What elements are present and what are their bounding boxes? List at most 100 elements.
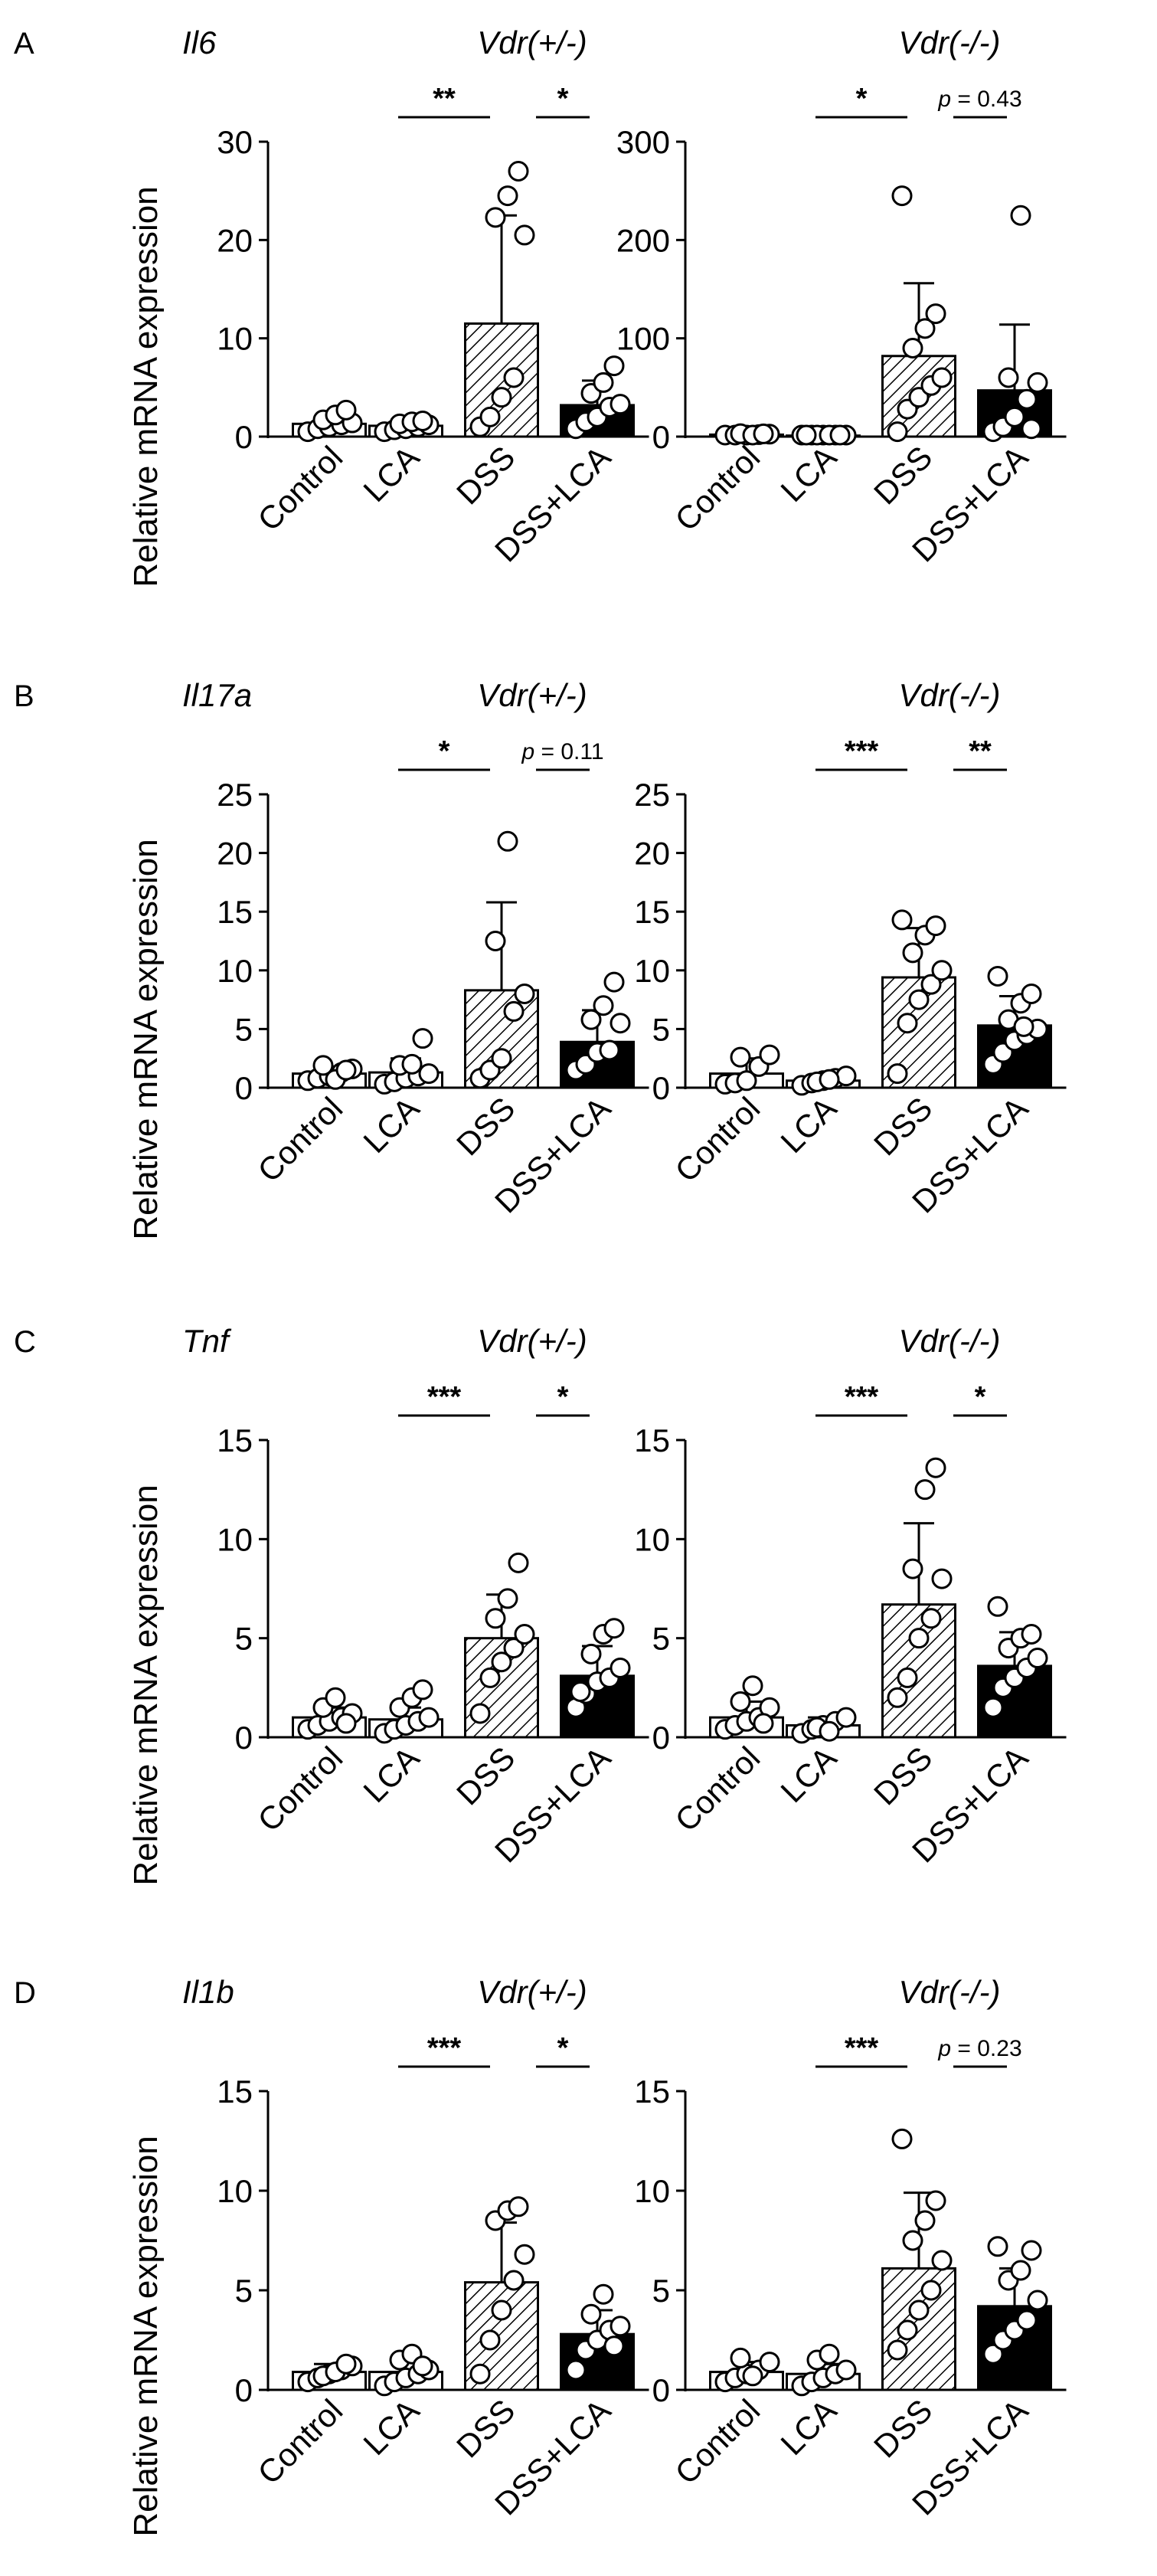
data-point-dss xyxy=(469,1703,491,1724)
y-tick-label: 5 xyxy=(235,2273,253,2309)
data-point-control xyxy=(730,1046,751,1068)
y-tick-label: 25 xyxy=(217,777,253,813)
panel-letter: D xyxy=(14,1976,36,2010)
significance-label: * xyxy=(439,735,450,768)
data-point-dss xyxy=(925,303,946,325)
y-tick-label: 15 xyxy=(634,1422,670,1458)
data-point-dss xyxy=(497,1588,518,1609)
data-point-lca xyxy=(819,2343,840,2365)
data-point-dss-plus-lca xyxy=(1021,983,1042,1004)
y-tick-label: 10 xyxy=(634,2173,670,2209)
data-point-dss xyxy=(908,989,930,1010)
data-point-dss xyxy=(931,1568,953,1589)
y-tick-label: 0 xyxy=(235,1070,253,1106)
data-point-lca xyxy=(401,1053,423,1075)
data-point-lca xyxy=(418,1063,440,1085)
y-tick-label: 10 xyxy=(217,321,253,357)
y-tick-label: 200 xyxy=(616,222,670,258)
x-tick-label-lca: LCA xyxy=(773,1090,843,1160)
x-tick-label-control: Control xyxy=(250,1090,349,1189)
x-tick-label-lca: LCA xyxy=(356,1090,426,1160)
data-point-dss-plus-lca xyxy=(987,2236,1008,2257)
data-point-dss xyxy=(897,2319,918,2341)
y-tick-label: 10 xyxy=(217,1521,253,1557)
x-tick-label-lca: LCA xyxy=(356,439,426,509)
x-tick-label-dss: DSS xyxy=(449,1740,521,1812)
data-point-dss-plus-lca xyxy=(610,2316,631,2337)
data-point-lca xyxy=(835,1707,857,1728)
genotype-title: Vdr(+/-) xyxy=(477,1974,587,2010)
y-tick-label: 300 xyxy=(616,124,670,160)
data-point-dss xyxy=(508,1552,529,1573)
significance-label: *** xyxy=(427,1381,462,1413)
y-tick-label: 10 xyxy=(217,953,253,989)
data-point-dss xyxy=(931,2250,953,2271)
data-point-dss xyxy=(491,2299,512,2321)
data-point-dss xyxy=(887,421,908,443)
data-point-dss xyxy=(503,367,525,388)
significance-label: *** xyxy=(427,2032,462,2064)
y-tick-label: 5 xyxy=(652,1011,670,1047)
x-tick-label-dss: DSS xyxy=(867,2392,939,2464)
y-tick-label: 25 xyxy=(634,777,670,813)
x-tick-label-lca: LCA xyxy=(773,1740,843,1809)
data-point-dss-plus-lca xyxy=(998,367,1019,388)
data-point-dss xyxy=(925,915,946,937)
data-point-dss-plus-lca xyxy=(1004,406,1025,427)
data-point-dss xyxy=(897,1013,918,1034)
data-point-dss-plus-lca xyxy=(1027,1648,1048,1669)
data-point-dss xyxy=(469,2363,491,2385)
significance-label: *** xyxy=(845,1381,879,1413)
data-point-lca xyxy=(835,2359,857,2381)
y-axis-label: Relative mRNA expression xyxy=(127,186,165,587)
data-point-dss xyxy=(931,960,953,981)
data-point-dss-plus-lca xyxy=(603,1618,625,1639)
data-point-dss-plus-lca xyxy=(1010,205,1031,226)
x-tick-label-control: Control xyxy=(250,2392,349,2491)
data-point-dss xyxy=(925,1457,946,1478)
data-point-lca xyxy=(819,1069,840,1090)
data-point-lca xyxy=(829,424,851,446)
y-tick-label: 100 xyxy=(616,321,670,357)
y-tick-label: 10 xyxy=(634,1521,670,1557)
plots-layer: A Il6 Relative mRNA expression Vdr(+/-) 0 10 2… xyxy=(14,25,1067,2537)
data-point-dss xyxy=(479,1667,501,1688)
data-point-dss-plus-lca xyxy=(1027,372,1048,393)
genotype-title: Vdr(+/-) xyxy=(477,1323,587,1359)
data-point-dss xyxy=(491,1651,512,1673)
data-point-dss-plus-lca xyxy=(570,1681,591,1703)
data-point-dss xyxy=(914,318,936,339)
data-point-dss xyxy=(479,406,501,427)
data-point-dss xyxy=(503,1000,525,1022)
data-point-control xyxy=(312,1055,334,1076)
y-tick-label: 5 xyxy=(652,1621,670,1657)
significance-label: * xyxy=(557,2032,569,2064)
data-point-dss xyxy=(897,1667,918,1688)
y-tick-label: 0 xyxy=(652,1720,670,1756)
data-point-lca xyxy=(412,1028,433,1049)
y-tick-label: 15 xyxy=(217,2074,253,2110)
chart-a-vdr-het: A Il6 Relative mRNA expression Vdr(+/-) 0 10 2… xyxy=(14,25,649,588)
y-tick-label: 0 xyxy=(235,2372,253,2408)
data-point-dss-plus-lca xyxy=(1021,2240,1042,2261)
genotype-title: Vdr(+/-) xyxy=(477,25,587,61)
data-point-control xyxy=(730,1691,751,1712)
data-point-dss xyxy=(497,185,518,207)
panel-letter: A xyxy=(14,27,34,61)
data-point-dss xyxy=(514,224,535,246)
data-point-dss xyxy=(514,2244,535,2265)
y-tick-label: 20 xyxy=(217,836,253,872)
data-point-dss-plus-lca xyxy=(565,2359,587,2381)
data-point-dss-plus-lca xyxy=(580,1643,602,1664)
data-point-dss xyxy=(920,1608,942,1629)
data-point-dss-plus-lca xyxy=(603,971,625,993)
y-tick-label: 0 xyxy=(652,419,670,455)
data-point-dss-plus-lca xyxy=(987,1596,1008,1617)
data-point-control xyxy=(335,1059,357,1081)
data-point-control xyxy=(335,399,357,421)
data-point-dss xyxy=(920,974,942,995)
